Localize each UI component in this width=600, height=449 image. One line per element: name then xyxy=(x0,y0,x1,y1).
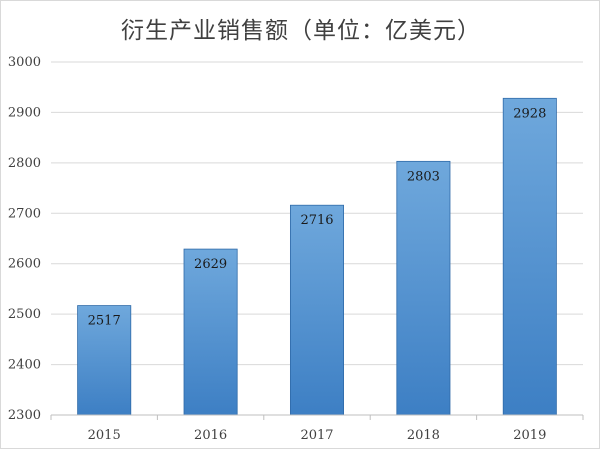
data-label-2018: 2803 xyxy=(407,169,440,184)
axes: 2300 2400 2500 2600 2700 2800 2900 3000 2015 2016… xyxy=(8,55,584,443)
bar-2015 xyxy=(77,305,132,416)
bar-2018 xyxy=(396,160,451,416)
bars xyxy=(77,97,557,416)
y-tick-label: 2700 xyxy=(8,206,41,221)
data-label-2019: 2928 xyxy=(513,106,546,121)
x-tick-label-2018: 2018 xyxy=(407,428,440,443)
y-tick-label: 2900 xyxy=(8,105,41,120)
data-label-2015: 2517 xyxy=(88,314,121,329)
y-tick-label: 2800 xyxy=(8,156,41,171)
y-tick-label: 2400 xyxy=(8,358,41,373)
y-tick-label: 3000 xyxy=(8,55,41,70)
y-tick-label: 2600 xyxy=(8,257,41,272)
bar-2019 xyxy=(502,97,557,416)
x-tick-label-2016: 2016 xyxy=(194,428,227,443)
x-tick-label-2015: 2015 xyxy=(88,428,121,443)
y-tick-label: 2500 xyxy=(8,307,41,322)
data-label-2017: 2716 xyxy=(300,213,333,228)
bar-2017 xyxy=(289,204,344,416)
x-tick-label-2017: 2017 xyxy=(300,428,333,443)
bar-labels: 2517 2629 2716 2803 2928 xyxy=(88,106,547,328)
chart-title: 衍生产业销售额（单位：亿美元） xyxy=(121,18,481,44)
y-tick-label: 2300 xyxy=(8,408,41,423)
bar-2016 xyxy=(183,248,238,416)
data-label-2016: 2629 xyxy=(194,257,227,272)
x-tick-label-2019: 2019 xyxy=(513,428,546,443)
